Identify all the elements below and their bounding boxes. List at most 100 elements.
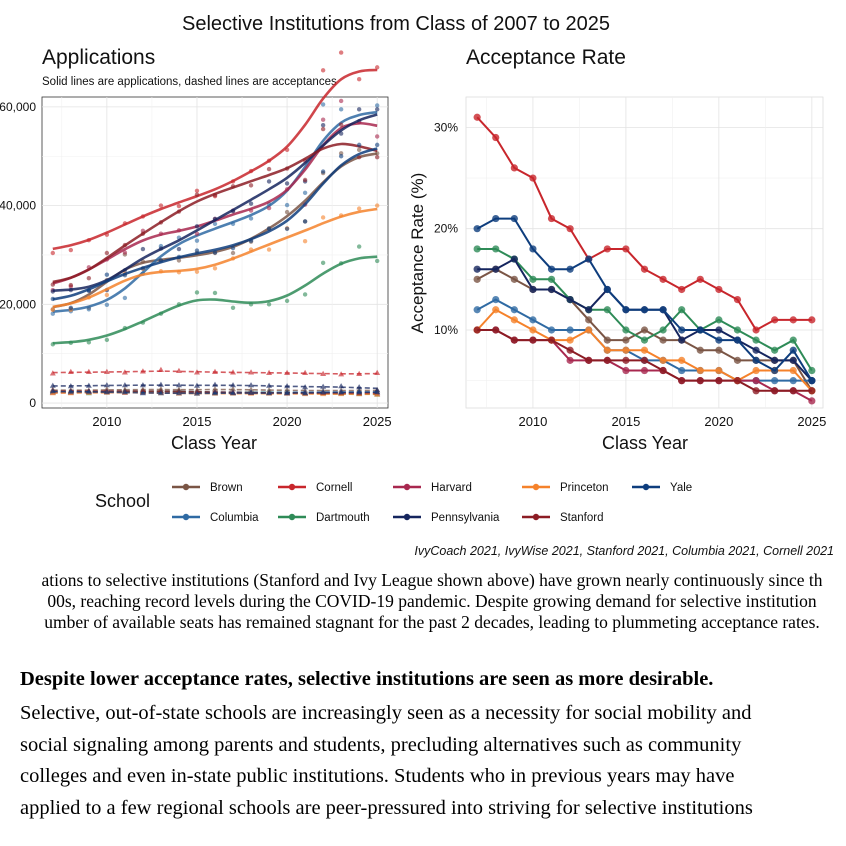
acceptances-point-pennsylvania	[139, 382, 146, 388]
acceptances-point-cornell	[85, 368, 92, 374]
rate-point-dartmouth	[492, 245, 500, 253]
applications-point-pennsylvania	[194, 224, 200, 229]
rate-point-pennsylvania	[715, 326, 723, 334]
applications-point-yale	[284, 226, 290, 232]
applications-point-stanford	[320, 126, 326, 132]
applications-point-brown	[284, 209, 290, 215]
rate-point-pennsylvania	[473, 265, 481, 273]
acceptances-point-yale	[284, 389, 291, 396]
rate-point-dartmouth	[678, 306, 686, 314]
caption-line: 00s, reaching record levels during the C…	[47, 591, 817, 611]
applications-x-axis-label: Class Year	[171, 433, 257, 453]
rate-point-yale	[752, 356, 760, 364]
rate-point-dartmouth	[789, 336, 797, 344]
rate-point-cornell	[771, 316, 779, 324]
rate-point-yale	[510, 214, 518, 223]
applications-point-dartmouth	[104, 337, 110, 343]
applications-point-stanford	[50, 282, 56, 287]
rate-point-stanford	[678, 377, 686, 385]
applications-point-princeton	[320, 215, 326, 220]
applications-point-yale	[212, 250, 218, 255]
rate-point-pennsylvania	[547, 285, 556, 294]
rate-point-stanford	[622, 356, 630, 364]
acceptances-point-yale	[67, 388, 74, 394]
applications-point-pennsylvania	[176, 246, 182, 252]
applications-point-stanford	[86, 275, 92, 281]
applications-point-princeton	[266, 247, 272, 252]
legend-swatch-point-dartmouth	[288, 513, 296, 521]
applications-point-cornell	[158, 203, 164, 208]
rate-point-pennsylvania	[752, 346, 760, 354]
rate-point-yale	[678, 326, 686, 334]
acceptances-point-pennsylvania	[356, 384, 363, 390]
applications-point-cornell	[194, 188, 200, 193]
rate-point-yale	[789, 346, 797, 354]
rate-point-yale	[622, 306, 630, 314]
figure-caption: ations to selective institutions (Stanfo…	[0, 570, 846, 633]
rate-point-stanford	[752, 387, 760, 395]
acceptances-point-brown	[212, 386, 218, 392]
legend-label-stanford: Stanford	[560, 512, 603, 524]
acceptances-point-pennsylvania	[49, 382, 56, 388]
rate-point-yale	[715, 336, 723, 344]
acceptances-point-cornell	[248, 369, 255, 375]
applications-line-yale	[52, 147, 378, 301]
acceptances-point-cornell	[67, 368, 74, 374]
applications-point-pennsylvania	[248, 201, 254, 206]
acceptances-point-yale	[85, 388, 92, 394]
applications-point-harvard	[374, 134, 380, 139]
acceptances-point-yale	[230, 389, 237, 396]
rate-point-dartmouth	[640, 336, 649, 344]
acceptance-rate-y-axis-label: Acceptance Rate (%)	[408, 173, 427, 334]
rate-point-cornell	[808, 316, 816, 324]
applications-plot: 0 20,000 40,000 60,000 2010 2015 2020 2025	[0, 50, 392, 429]
rate-point-stanford	[640, 356, 649, 364]
y-tick-label: 20,000	[0, 297, 36, 311]
applications-subtitle: Solid lines are applications, dashed lin…	[42, 76, 337, 88]
acceptances-point-yale	[212, 389, 218, 396]
rate-point-stanford	[696, 377, 704, 385]
y-tick-label: 10%	[434, 323, 458, 337]
legend-label-yale: Yale	[670, 482, 692, 494]
acceptances-point-pennsylvania	[193, 382, 200, 388]
applications-point-cornell	[338, 50, 344, 55]
acceptances-point-yale	[175, 389, 182, 396]
applications-point-dartmouth	[230, 305, 236, 310]
acceptances-point-pennsylvania	[103, 382, 110, 388]
applications-point-pennsylvania	[266, 179, 272, 184]
caption-line: ations to selective institutions (Stanfo…	[41, 570, 823, 590]
rate-point-dartmouth	[752, 336, 760, 344]
rate-point-cornell	[678, 285, 686, 294]
applications-point-yale	[356, 142, 362, 148]
rate-point-pennsylvania	[529, 285, 537, 294]
applications-point-pennsylvania	[140, 246, 146, 252]
acceptances-point-cornell	[302, 369, 309, 375]
applications-point-dartmouth	[266, 302, 272, 307]
rate-point-cornell	[752, 326, 760, 334]
rate-point-yale	[808, 377, 816, 385]
rate-point-yale	[473, 225, 481, 233]
y-tick-label: 0	[29, 396, 36, 410]
x-tick-label: 2020	[704, 414, 733, 429]
rate-point-columbia	[473, 306, 481, 314]
rate-point-columbia	[771, 377, 779, 385]
legend-label-princeton: Princeton	[560, 482, 609, 494]
legend-swatch-point-columbia	[182, 513, 190, 521]
figure-title: Selective Institutions from Class of 200…	[182, 13, 610, 35]
acceptances-point-pennsylvania	[212, 381, 218, 387]
acceptances-point-pennsylvania	[85, 382, 92, 388]
rate-point-dartmouth	[733, 326, 742, 334]
applications-point-princeton	[212, 266, 218, 271]
acceptances-point-yale	[139, 389, 146, 396]
applications-point-dartmouth	[356, 244, 362, 249]
rate-point-yale	[547, 265, 556, 273]
acceptances-point-yale	[356, 389, 363, 395]
rate-point-stanford	[733, 377, 742, 385]
source-note: IvyCoach 2021, IvyWise 2021, Stanford 20…	[414, 544, 834, 558]
applications-point-pennsylvania	[284, 181, 290, 186]
rate-point-yale	[640, 306, 649, 314]
applications-point-columbia	[338, 107, 344, 112]
legend-label-dartmouth: Dartmouth	[316, 512, 370, 524]
applications-point-dartmouth	[284, 298, 290, 304]
x-tick-label: 2010	[518, 414, 547, 429]
